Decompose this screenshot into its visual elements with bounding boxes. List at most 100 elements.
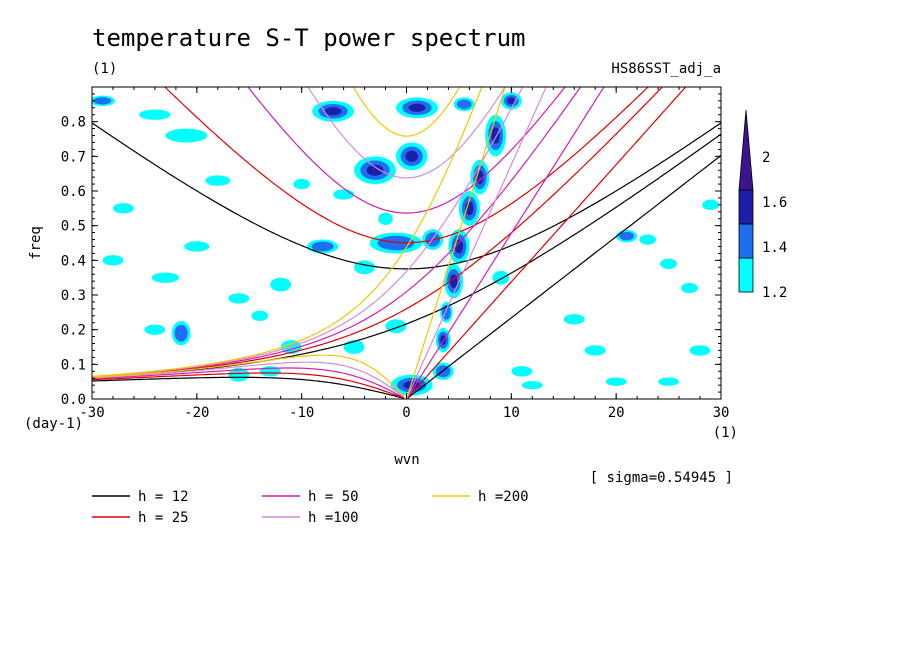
x-tick-label: 20 [608, 405, 625, 421]
significance-region [689, 345, 711, 356]
x-tick-label: 30 [713, 405, 730, 421]
rossby-wave-curve [92, 376, 405, 399]
colorbar-swatch [738, 189, 754, 225]
legend-label: h =100 [308, 510, 359, 526]
significance-region [507, 97, 516, 105]
mrg-wave-curve [92, 87, 524, 378]
significance-region [324, 107, 342, 116]
inertio-gravity-curve [92, 122, 721, 270]
significance-region [491, 127, 500, 144]
significance-region [205, 175, 231, 186]
y-tick-label: 0.5 [61, 219, 86, 235]
kelvin-wave-curve [406, 155, 721, 399]
colorbar-label: 1.4 [762, 240, 787, 256]
significance-region [228, 367, 250, 382]
units-label: (1) [92, 61, 117, 77]
y-tick-label: 0.7 [61, 149, 86, 165]
y-tick-label: 0.6 [61, 184, 86, 200]
legend-label: h = 50 [308, 489, 359, 505]
significance-region [144, 324, 166, 335]
inertio-gravity-curve [307, 87, 506, 179]
significance-region [563, 314, 585, 325]
significance-region [378, 212, 393, 225]
x-tick-label: 0 [402, 405, 410, 421]
significance-region [377, 235, 415, 251]
significance-region [366, 164, 384, 176]
legend-label: h = 25 [138, 510, 189, 526]
y-tick-label: 0.2 [61, 323, 86, 339]
y-axis-title: freq [28, 226, 44, 260]
significance-region [333, 189, 355, 200]
colorbar-swatch [738, 223, 754, 259]
significance-region [184, 241, 210, 252]
y-tick-label: 0.4 [61, 253, 86, 269]
x-tick-label: -10 [289, 405, 314, 421]
significance-region [660, 258, 677, 269]
chart-title: temperature S-T power spectrum [92, 24, 525, 52]
y-tick-label: 0.1 [61, 357, 86, 373]
significance-region [251, 310, 269, 321]
significance-region [681, 282, 698, 294]
y-tick-label: 0.3 [61, 288, 86, 304]
inertio-gravity-curve [247, 87, 566, 214]
y-axis: 0.0 0.1 0.2 0.3 0.4 0.5 0.6 0.7 0.8 [61, 93, 721, 408]
legend: h = 12 h = 25 h = 50 h =100 h =200 [92, 489, 529, 526]
significance-region [354, 260, 376, 275]
kelvin-wave-curve [405, 87, 547, 399]
significance-region [93, 97, 112, 105]
mrg-wave-curve [92, 87, 582, 378]
legend-label: h = 12 [138, 489, 189, 505]
y-units-label: (day-1) [24, 416, 83, 432]
significance-region [270, 277, 292, 292]
significance-region [521, 380, 543, 390]
kelvin-wave-curve [405, 87, 506, 399]
kelvin-wave-curve [406, 87, 687, 399]
colorbar-label: 2 [762, 150, 770, 166]
colorbar-label: 1.2 [762, 285, 787, 301]
x-tick-label: -30 [79, 405, 104, 421]
significance-region [311, 241, 334, 252]
significance-region [112, 203, 134, 214]
mrg-wave-curve [92, 87, 483, 377]
x-tick-label: -20 [184, 405, 209, 421]
significance-region [584, 345, 606, 356]
x-tick-label: 10 [503, 405, 520, 421]
significant-regions [92, 92, 719, 396]
rossby-wave-curve [92, 361, 405, 398]
significance-region [619, 231, 634, 241]
y-tick-label: 0.8 [61, 115, 86, 131]
significance-region [293, 178, 311, 190]
significance-region [343, 340, 365, 354]
significance-region [456, 99, 472, 110]
mrg-wave-curve [92, 87, 664, 378]
colorbar-swatch [738, 257, 754, 293]
sigma-note: [ sigma=0.54945 ] [590, 470, 733, 486]
significance-region [658, 377, 680, 386]
significance-region [174, 324, 188, 342]
significance-region [139, 109, 171, 120]
rossby-wave-curve [92, 354, 405, 397]
significance-region [639, 234, 657, 245]
dispersion-curves [92, 87, 721, 399]
inertio-gravity-curve [352, 87, 461, 137]
legend-label: h =200 [478, 489, 529, 505]
significance-region [511, 366, 533, 377]
significance-region [151, 272, 180, 283]
significance-region [228, 293, 250, 304]
dataset-label: HS86SST_adj_a [611, 61, 721, 77]
x-axis: -30 -20 -10 0 10 20 30 [79, 87, 729, 421]
significance-region [454, 239, 464, 254]
colorbar-label: 1.6 [762, 195, 787, 211]
y-tick-label: 0.0 [61, 392, 86, 408]
significance-region [165, 128, 208, 143]
rossby-wave-curve [92, 372, 405, 399]
x-axis-title: wvn [394, 452, 419, 468]
inertio-gravity-curve [164, 87, 649, 244]
colorbar: 1.2 1.4 1.6 2 [738, 109, 787, 301]
rossby-wave-curve [92, 367, 405, 399]
significance-region [702, 199, 719, 211]
significance-region [102, 255, 124, 266]
significance-region [408, 103, 426, 112]
kelvin-wave-curve [405, 87, 605, 399]
